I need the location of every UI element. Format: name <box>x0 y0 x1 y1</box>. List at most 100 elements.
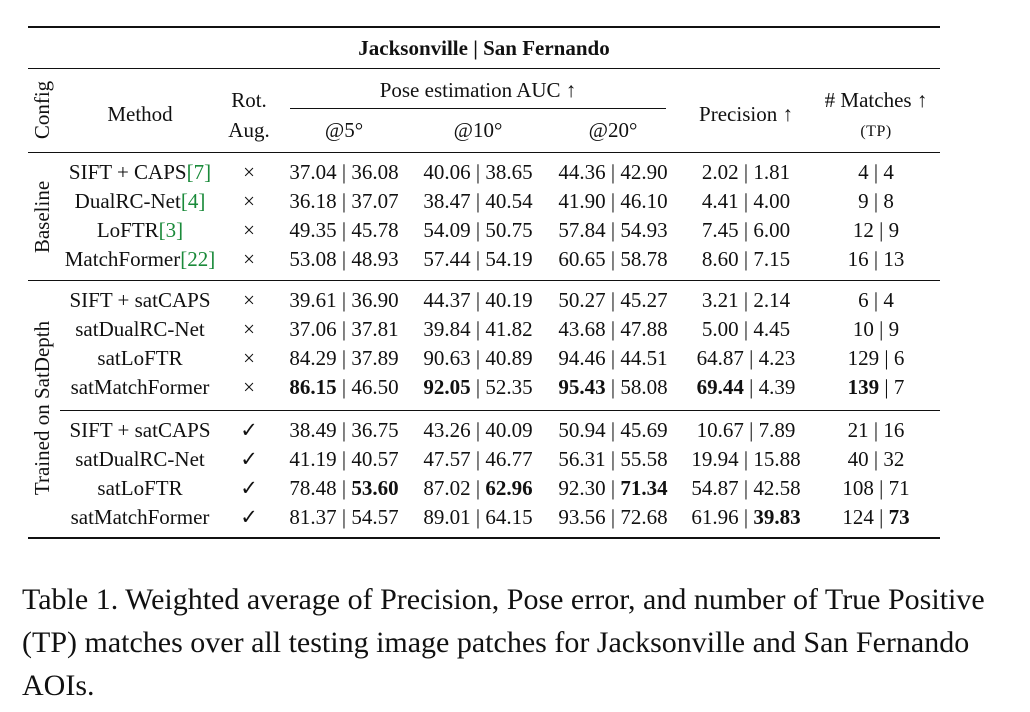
precision-cell: 69.44 | 4.39 <box>696 375 796 399</box>
auc-5-cell-jacksonville: 78.48 <box>289 476 337 500</box>
matches-cell-san-fernando: 71 <box>888 476 910 500</box>
precision-cell-san-fernando: 4.39 <box>758 375 796 399</box>
matches-cell: 10 | 9 <box>852 317 900 341</box>
auc-20-cell-jacksonville: 50.94 <box>558 418 606 442</box>
matches-cell-jacksonville: 10 <box>852 317 874 341</box>
auc-20-cell: 60.65 | 58.78 <box>558 247 668 271</box>
matches-cell-jacksonville: 124 <box>842 505 874 529</box>
auc-10-cell-san-fernando: 40.09 <box>485 418 533 442</box>
auc-10-cell: 89.01 | 64.15 <box>423 505 533 529</box>
header-rot-aug-line2: Aug. <box>228 118 270 142</box>
auc-5-cell-jacksonville: 41.19 <box>289 447 337 471</box>
citation-link[interactable]: [3] <box>158 218 184 242</box>
auc-20-cell-jacksonville: 44.36 <box>558 160 606 184</box>
auc-10-cell-jacksonville: 47.57 <box>423 447 471 471</box>
method-cell: SIFT + CAPS[7] <box>69 160 211 184</box>
auc-5-cell: 38.49 | 36.75 <box>289 418 399 442</box>
auc-20-cell: 92.30 | 71.34 <box>558 476 668 500</box>
matches-cell-jacksonville: 6 <box>858 288 869 312</box>
method-name: satDualRC-Net <box>75 447 205 471</box>
auc-10-cell-san-fernando: 38.65 <box>485 160 533 184</box>
precision-cell-jacksonville: 8.60 <box>701 247 739 271</box>
auc-5-cell-san-fernando: 46.50 <box>351 375 399 399</box>
auc-20-cell-jacksonville: 92.30 <box>558 476 606 500</box>
precision-cell-jacksonville: 64.87 <box>696 346 744 370</box>
precision-cell-san-fernando: 42.58 <box>753 476 801 500</box>
matches-cell-san-fernando: 9 <box>888 317 900 341</box>
auc-20-cell-san-fernando: 58.78 <box>620 247 668 271</box>
matches-cell-san-fernando: 8 <box>883 189 894 213</box>
precision-cell-jacksonville: 2.02 <box>701 160 739 184</box>
precision-cell-san-fernando: 15.88 <box>753 447 801 471</box>
auc-10-cell-jacksonville: 39.84 <box>423 317 471 341</box>
auc-5-cell-san-fernando: 37.89 <box>351 346 399 370</box>
auc-20-cell-jacksonville: 57.84 <box>558 218 606 242</box>
method-cell: SIFT + satCAPS <box>69 288 210 312</box>
auc-20-cell-jacksonville: 50.27 <box>558 288 606 312</box>
precision-cell-jacksonville: 19.94 <box>691 447 739 471</box>
auc-5-cell-san-fernando: 36.08 <box>351 160 399 184</box>
auc-10-cell-san-fernando: 52.35 <box>485 375 533 399</box>
auc-10-cell-jacksonville: 90.63 <box>423 346 471 370</box>
method-name: satDualRC-Net <box>75 317 205 341</box>
method-cell: satDualRC-Net <box>75 317 204 341</box>
check-icon: ✓ <box>240 418 258 442</box>
auc-20-cell-jacksonville: 43.68 <box>558 317 606 341</box>
matches-cell: 6 | 4 <box>858 288 894 312</box>
auc-10-cell-jacksonville: 87.02 <box>423 476 471 500</box>
method-name: SIFT + CAPS <box>68 160 187 184</box>
matches-cell: 21 | 16 <box>847 418 905 442</box>
auc-10-cell-jacksonville: 40.06 <box>423 160 471 184</box>
bottom-rule <box>28 537 940 539</box>
auc-10-cell: 54.09 | 50.75 <box>423 218 533 242</box>
auc-10-cell: 57.44 | 54.19 <box>423 247 533 271</box>
auc-5-cell-san-fernando: 48.93 <box>351 247 399 271</box>
precision-cell: 64.87 | 4.23 <box>696 346 796 370</box>
method-name: LoFTR <box>96 218 159 242</box>
auc-10-cell: 40.06 | 38.65 <box>423 160 533 184</box>
auc-20-cell-jacksonville: 60.65 <box>558 247 606 271</box>
matches-cell-jacksonville: 21 <box>847 418 869 442</box>
header-rot-aug-line1: Rot. <box>231 88 267 112</box>
matches-cell-jacksonville: 9 <box>858 189 869 213</box>
matches-cell-jacksonville: 40 <box>847 447 869 471</box>
auc-20-cell: 44.36 | 42.90 <box>558 160 668 184</box>
precision-cell-san-fernando: 39.83 <box>753 505 801 529</box>
auc-20-cell-san-fernando: 44.51 <box>620 346 668 370</box>
auc-10-cell: 38.47 | 40.54 <box>423 189 533 213</box>
header-pose-group: Pose estimation AUC ↑ <box>379 78 577 102</box>
auc-20-cell-jacksonville: 56.31 <box>558 447 606 471</box>
auc-5-cell-san-fernando: 53.60 <box>351 476 399 500</box>
method-cell: MatchFormer[22] <box>65 247 215 271</box>
auc-20-cell-san-fernando: 72.68 <box>620 505 668 529</box>
citation-link[interactable]: [4] <box>180 189 206 213</box>
auc-5-cell-jacksonville: 37.06 <box>289 317 337 341</box>
precision-cell-san-fernando: 6.00 <box>753 218 791 242</box>
auc-5-cell: 39.61 | 36.90 <box>289 288 399 312</box>
cross-icon: × <box>243 346 255 370</box>
precision-cell-jacksonville: 4.41 <box>701 189 739 213</box>
precision-cell: 7.45 | 6.00 <box>701 218 791 242</box>
auc-5-cell-san-fernando: 36.90 <box>351 288 399 312</box>
method-cell: satMatchFormer <box>71 505 210 529</box>
precision-cell-san-fernando: 1.81 <box>753 160 791 184</box>
cross-icon: × <box>243 375 255 399</box>
matches-cell-san-fernando: 4 <box>883 160 894 184</box>
method-name: SIFT + satCAPS <box>69 288 211 312</box>
matches-cell-san-fernando: 16 <box>883 418 905 442</box>
baseline-rule <box>28 280 940 281</box>
auc-20-cell-san-fernando: 54.93 <box>620 218 668 242</box>
auc-20-cell-san-fernando: 42.90 <box>620 160 668 184</box>
precision-cell: 54.87 | 42.58 <box>691 476 801 500</box>
citation-link[interactable]: [7] <box>186 160 212 184</box>
auc-5-cell-jacksonville: 86.15 <box>289 375 337 399</box>
auc-10-cell: 43.26 | 40.09 <box>423 418 533 442</box>
auc-20-cell: 50.94 | 45.69 <box>558 418 668 442</box>
matches-cell-san-fernando: 9 <box>888 218 900 242</box>
header-at20: @20° <box>588 118 638 142</box>
auc-5-cell-jacksonville: 37.04 <box>289 160 337 184</box>
precision-cell: 10.67 | 7.89 <box>696 418 796 442</box>
matches-cell-san-fernando: 4 <box>883 288 894 312</box>
citation-link[interactable]: [22] <box>180 247 216 271</box>
matches-cell: 139 | 7 <box>847 375 905 399</box>
